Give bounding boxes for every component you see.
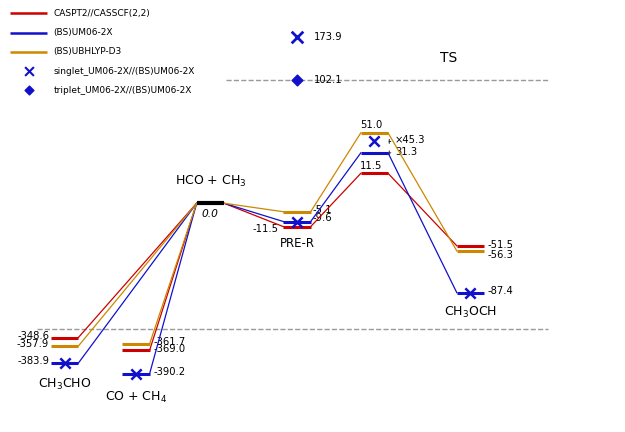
- Text: -348.6: -348.6: [18, 331, 49, 341]
- Text: -11.5: -11.5: [253, 224, 278, 234]
- Text: 102.1: 102.1: [314, 75, 343, 85]
- Text: -357.9: -357.9: [17, 340, 49, 349]
- Text: -56.3: -56.3: [488, 250, 514, 260]
- Text: PRE-R: PRE-R: [279, 237, 314, 250]
- Text: CO + CH$_4$: CO + CH$_4$: [105, 390, 167, 405]
- Point: [131, 370, 141, 377]
- Text: 173.9: 173.9: [314, 32, 343, 42]
- Text: -9.6: -9.6: [312, 213, 332, 223]
- Text: HCO + CH$_3$: HCO + CH$_3$: [174, 175, 246, 190]
- Text: -390.2: -390.2: [153, 367, 186, 377]
- Text: -5.1: -5.1: [312, 205, 332, 215]
- Text: CASPT2//CASSCF(2,2): CASPT2//CASSCF(2,2): [54, 9, 151, 18]
- Text: -369.0: -369.0: [153, 343, 186, 354]
- Text: -87.4: -87.4: [488, 286, 514, 296]
- Text: 51.0: 51.0: [360, 120, 382, 130]
- Text: -383.9: -383.9: [18, 356, 49, 366]
- Text: 11.5: 11.5: [360, 161, 382, 171]
- Point: [24, 87, 34, 94]
- Text: ×45.3: ×45.3: [395, 135, 426, 145]
- Point: [466, 289, 476, 296]
- Text: CH$_3$CHO: CH$_3$CHO: [38, 377, 91, 392]
- Text: 0.0: 0.0: [202, 209, 219, 219]
- Text: triplet_UM06-2X//(BS)UM06-2X: triplet_UM06-2X//(BS)UM06-2X: [54, 86, 192, 95]
- Point: [60, 360, 70, 367]
- Point: [24, 67, 34, 74]
- Text: -361.7: -361.7: [153, 337, 186, 347]
- Text: TS: TS: [440, 51, 458, 65]
- Text: singlet_UM06-2X//(BS)UM06-2X: singlet_UM06-2X//(BS)UM06-2X: [54, 67, 195, 76]
- Text: (BS)UBHLYP-D3: (BS)UBHLYP-D3: [54, 48, 122, 56]
- Point: [369, 138, 379, 145]
- Point: [292, 33, 302, 40]
- Point: [292, 76, 302, 83]
- Text: (BS)UM06-2X: (BS)UM06-2X: [54, 28, 113, 37]
- Point: [292, 218, 302, 225]
- Text: 31.3: 31.3: [395, 146, 417, 157]
- Text: CH$_3$OCH: CH$_3$OCH: [444, 305, 497, 320]
- Text: -51.5: -51.5: [488, 240, 514, 250]
